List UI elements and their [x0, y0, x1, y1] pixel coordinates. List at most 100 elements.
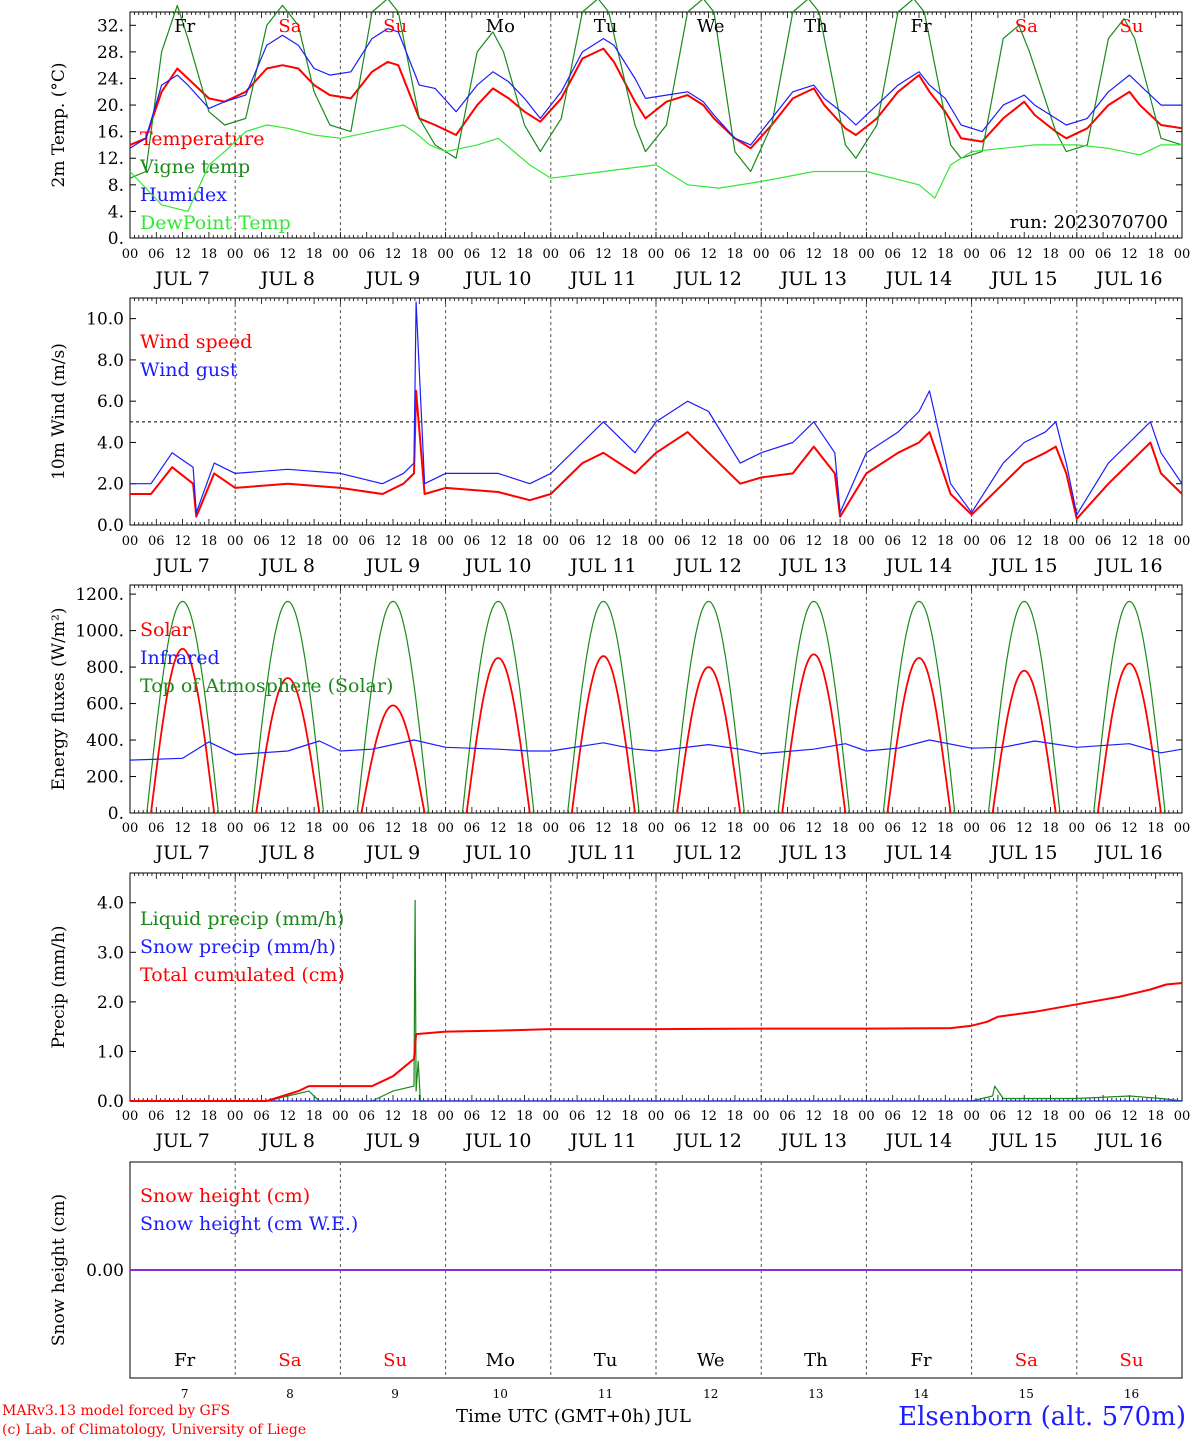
hour-label: 12 [174, 247, 191, 262]
hour-label: 06 [779, 1109, 796, 1124]
hour-label: 18 [621, 534, 638, 549]
y-tick-label: 600. [86, 695, 124, 715]
hour-label: 06 [884, 534, 901, 549]
legend-entry: Liquid precip (mm/h) [140, 908, 344, 930]
solar-day-curve [150, 647, 216, 814]
hour-label: 00 [648, 1109, 665, 1124]
solar-day-curve [676, 666, 742, 814]
hour-label: 18 [832, 534, 849, 549]
hour-label: 06 [779, 821, 796, 836]
hour-label: 18 [516, 1109, 533, 1124]
weekday-label: Th [804, 1350, 828, 1371]
date-label: JUL 10 [463, 1130, 531, 1152]
hour-label: 00 [1174, 247, 1191, 262]
day-number-label: 9 [391, 1387, 399, 1401]
y-tick-label: 0. [108, 229, 124, 249]
hour-label: 06 [674, 1109, 691, 1124]
hour-label: 00 [963, 1109, 980, 1124]
hour-label: 12 [174, 534, 191, 549]
y-tick-label: 24. [97, 69, 124, 89]
hour-label: 06 [148, 1109, 165, 1124]
hour-label: 06 [674, 821, 691, 836]
y-tick-label: 8. [108, 176, 124, 196]
hour-label: 06 [358, 247, 375, 262]
hour-label: 12 [911, 534, 928, 549]
hour-label: 12 [911, 821, 928, 836]
series-line [129, 0, 1183, 179]
y-axis-label: Precip (mm/h) [49, 925, 69, 1048]
y-tick-label: 400. [86, 731, 124, 751]
date-label: JUL 10 [463, 842, 531, 864]
date-label: JUL 12 [673, 268, 741, 290]
footer-credits: MARv3.13 model forced by GFS (c) Lab. of… [2, 1402, 306, 1440]
hour-label: 00 [963, 821, 980, 836]
hour-label: 00 [858, 247, 875, 262]
hour-label: 12 [280, 1109, 297, 1124]
weekday-label: Sa [1015, 16, 1038, 37]
hour-label: 00 [227, 247, 244, 262]
solar-day-curve [781, 653, 847, 814]
hour-label: 12 [700, 1109, 717, 1124]
legend-entry: Snow precip (mm/h) [140, 936, 336, 958]
hour-label: 12 [1016, 534, 1033, 549]
hour-label: 18 [1042, 534, 1059, 549]
hour-label: 18 [832, 247, 849, 262]
hour-label: 18 [937, 247, 954, 262]
series-line [129, 28, 1182, 149]
solar-day-curve [465, 657, 531, 814]
legend-entry: Infrared [140, 647, 220, 669]
hour-label: 18 [1042, 247, 1059, 262]
legend-entry: Snow height (cm W.E.) [140, 1213, 358, 1235]
hour-label: 18 [516, 821, 533, 836]
hour-label: 18 [306, 534, 323, 549]
y-tick-label: 4.0 [97, 433, 124, 453]
day-number-label: 15 [1019, 1387, 1034, 1401]
hour-label: 18 [411, 821, 428, 836]
date-label: JUL 7 [153, 1130, 209, 1152]
hour-label: 12 [1121, 821, 1138, 836]
hour-label: 00 [122, 1109, 139, 1124]
date-label: JUL 11 [568, 1130, 636, 1152]
toa-day-curve [356, 600, 430, 814]
hour-label: 12 [1016, 821, 1033, 836]
y-tick-label: 6.0 [97, 392, 124, 412]
weekday-label: Tu [594, 1350, 618, 1371]
hour-label: 06 [358, 1109, 375, 1124]
date-label: JUL 13 [779, 555, 847, 577]
hour-label: 00 [437, 1109, 454, 1124]
toa-day-curve [567, 600, 640, 814]
hour-label: 00 [227, 1109, 244, 1124]
date-label: JUL 14 [884, 555, 952, 577]
hour-label: 12 [490, 247, 507, 262]
weekday-label: Mo [486, 16, 515, 37]
y-tick-label: 8.0 [97, 351, 124, 371]
hour-label: 00 [648, 247, 665, 262]
hour-label: 00 [332, 534, 349, 549]
hour-label: 12 [174, 1109, 191, 1124]
y-tick-label: 2.0 [97, 475, 124, 495]
y-tick-label: 200. [86, 768, 124, 788]
legend-entry: Wind speed [140, 331, 252, 353]
hour-label: 12 [595, 1109, 612, 1124]
panel-4 [129, 872, 1183, 1102]
hour-label: 06 [779, 534, 796, 549]
toa-day-curve [882, 600, 956, 814]
hour-label: 00 [963, 247, 980, 262]
hour-label: 12 [700, 821, 717, 836]
solar-day-curve [886, 657, 952, 814]
y-axis-label: Snow height (cm) [49, 1194, 69, 1346]
hour-label: 06 [1095, 534, 1112, 549]
hour-label: 12 [174, 821, 191, 836]
date-label: JUL 8 [259, 268, 315, 290]
weekday-label: Fr [174, 16, 195, 37]
hour-label: 06 [1095, 247, 1112, 262]
panel-3 [129, 584, 1183, 814]
weekday-label: Sa [1015, 1350, 1038, 1371]
legend-entry: Total cumulated (cm) [140, 964, 345, 986]
hour-label: 00 [437, 247, 454, 262]
date-label: JUL 8 [259, 1130, 315, 1152]
date-label: JUL 11 [568, 555, 636, 577]
toa-day-curve [461, 600, 535, 814]
hour-label: 06 [569, 821, 586, 836]
hour-label: 12 [1121, 1109, 1138, 1124]
